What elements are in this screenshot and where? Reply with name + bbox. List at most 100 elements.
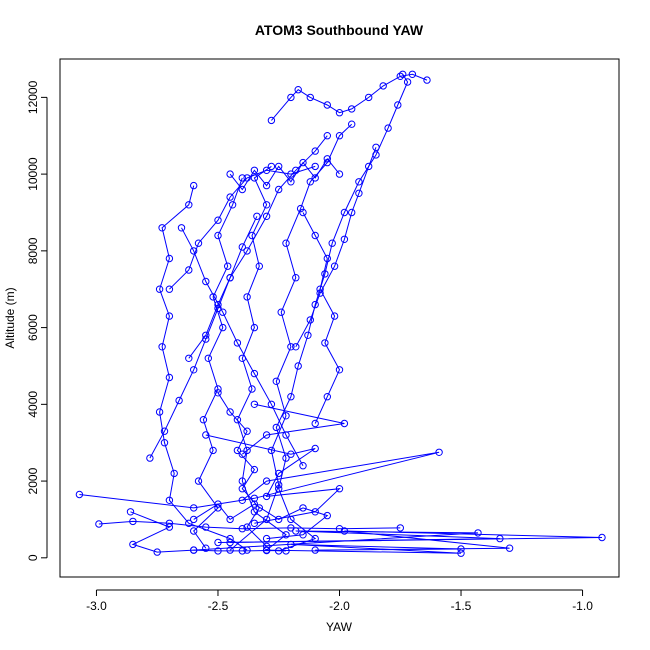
data-point: [165, 285, 174, 293]
data-point: [190, 504, 198, 512]
series-line-5: [79, 451, 440, 509]
data-point: [158, 224, 166, 232]
data-point: [505, 544, 514, 552]
y-tick-label: 12000: [26, 80, 40, 114]
y-axis: 0 2000 4000 6000 8000 10000 12000: [26, 80, 48, 561]
data-point: [262, 477, 271, 485]
data-point: [238, 547, 247, 555]
data-point: [379, 82, 387, 90]
data-point: [321, 339, 329, 347]
data-point: [275, 515, 283, 524]
data-point: [435, 448, 443, 456]
data-point: [202, 277, 210, 286]
y-tick-label: 0: [26, 554, 40, 561]
data-point: [323, 254, 331, 263]
data-point: [185, 266, 193, 274]
data-point: [287, 393, 295, 401]
data-point: [365, 93, 373, 102]
data-point: [323, 155, 331, 163]
data-point: [335, 366, 344, 374]
series-line-9: [130, 511, 287, 553]
data-point: [299, 504, 307, 512]
data-point: [299, 208, 307, 217]
data-point: [396, 72, 404, 81]
x-tick-label: -2.5: [208, 599, 229, 613]
data-point: [250, 500, 259, 508]
data-point: [335, 525, 344, 533]
data-point: [170, 469, 178, 478]
data-point: [335, 132, 344, 140]
data-point: [396, 524, 404, 532]
data-point: [423, 76, 431, 84]
series-line-21: [169, 165, 316, 290]
data-point: [262, 431, 271, 439]
data-point: [299, 158, 307, 167]
data-point: [311, 147, 319, 155]
data-point: [294, 362, 302, 370]
data-point: [224, 262, 232, 270]
data-point: [250, 323, 259, 332]
data-point: [250, 400, 259, 408]
data-point: [250, 166, 259, 175]
data-point: [226, 408, 234, 416]
data-point: [238, 185, 247, 194]
data-point: [238, 477, 247, 485]
data-point: [226, 193, 234, 201]
data-point: [155, 408, 164, 416]
data-point: [355, 189, 363, 198]
data-point: [219, 308, 227, 316]
data-point: [95, 520, 103, 528]
data-point: [209, 446, 217, 455]
data-point: [328, 239, 336, 247]
series-line-10: [98, 520, 401, 530]
data-point: [129, 540, 137, 549]
data-point: [155, 285, 164, 293]
data-point: [304, 331, 312, 339]
data-point: [226, 546, 234, 554]
data-point: [340, 419, 349, 428]
data-point: [365, 162, 373, 171]
data-point: [384, 124, 392, 132]
data-point: [255, 504, 263, 512]
series-line-15: [181, 227, 304, 466]
data-point: [153, 548, 161, 556]
data-point: [238, 174, 247, 182]
x-tick-label: -3.0: [86, 599, 107, 613]
data-point: [262, 534, 271, 543]
data-point: [214, 500, 222, 508]
x-tick-label: -2.0: [329, 599, 350, 613]
data-point: [226, 170, 234, 178]
data-point: [296, 204, 305, 213]
data-point: [311, 419, 319, 428]
data-point: [306, 316, 314, 324]
data-point: [243, 174, 251, 182]
series-line-19: [193, 503, 329, 540]
data-point: [190, 527, 198, 535]
data-point: [323, 393, 331, 401]
data-point: [330, 262, 339, 270]
series-layer: [75, 70, 606, 557]
series-line-7: [230, 530, 603, 554]
series-line-20: [295, 147, 377, 348]
data-point: [243, 293, 251, 301]
data-point: [496, 534, 504, 543]
data-point: [299, 531, 307, 539]
data-point: [292, 343, 300, 351]
series-line-14: [217, 392, 267, 547]
data-point: [126, 508, 135, 516]
data-point: [243, 446, 251, 455]
data-point: [267, 400, 276, 408]
data-point: [408, 70, 417, 79]
data-point: [306, 93, 314, 102]
data-point: [457, 545, 465, 553]
data-point: [185, 201, 193, 209]
data-point: [158, 343, 166, 351]
data-point: [190, 366, 198, 374]
y-axis-label: Altitude (m): [3, 287, 17, 348]
data-point: [262, 181, 271, 190]
data-point: [262, 515, 271, 524]
series-line-16: [302, 212, 341, 424]
data-point: [457, 549, 465, 557]
